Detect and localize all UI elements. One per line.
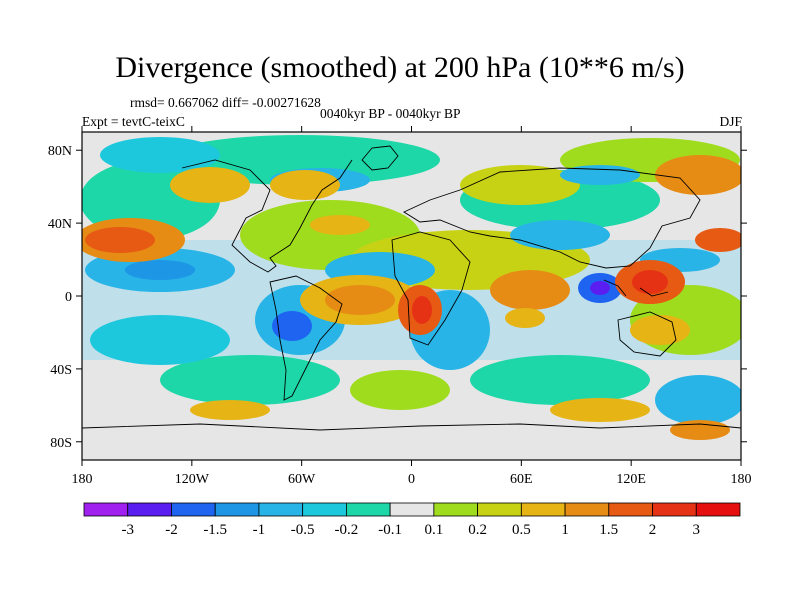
lat-tick-label: 0 — [65, 290, 72, 305]
lat-tick-label: 80N — [48, 144, 72, 159]
lon-tick-label: 60E — [510, 472, 533, 487]
colorbar-label: 0.2 — [468, 522, 487, 538]
lon-tick-label: 180 — [72, 472, 93, 487]
latitude-axis: 80N 40N 0 40S 80S — [48, 144, 747, 451]
colorbar-label: 0.1 — [424, 522, 443, 538]
colorbar-swatch — [345, 502, 391, 517]
colorbar-label: -0.1 — [378, 522, 402, 538]
colorbar-swatch — [171, 502, 216, 517]
colorbar-label: 1.5 — [599, 522, 618, 538]
stats-label: rmsd= 0.667062 diff= -0.00271628 — [130, 95, 321, 110]
colorbar-label: -0.2 — [335, 522, 359, 538]
lat-tick-label: 40S — [50, 363, 72, 378]
colorbar-label: -1.5 — [203, 522, 227, 538]
season-label: DJF — [719, 114, 742, 129]
colorbar-swatch — [652, 502, 697, 517]
lon-tick-label: 60W — [288, 472, 316, 487]
colorbar-swatch — [389, 502, 435, 517]
period-label: 0040kyr BP - 0040kyr BP — [320, 106, 461, 121]
lon-tick-label: 180 — [731, 472, 752, 487]
colorbar-swatch — [83, 502, 129, 517]
longitude-axis: 180 120W 60W 0 60E 120E 180 — [72, 126, 752, 487]
colorbar-swatch — [258, 502, 304, 517]
coastlines — [82, 145, 741, 431]
colorbar-swatch — [520, 502, 566, 517]
lon-tick-label: 120E — [616, 472, 646, 487]
colorbar-label: -0.5 — [291, 522, 315, 538]
experiment-label: Expt = tevtC-teixC — [82, 114, 185, 129]
colorbar-label: -1 — [253, 522, 266, 538]
lon-tick-label: 0 — [408, 472, 415, 487]
map-field — [82, 132, 741, 460]
colorbar-swatch — [214, 502, 260, 517]
colorbar-swatch — [608, 502, 653, 517]
plot-title: Divergence (smoothed) at 200 hPa (10**6 … — [115, 51, 685, 84]
lon-tick-label: 120W — [175, 472, 210, 487]
colorbar-swatch — [695, 502, 741, 517]
colorbar-swatch — [564, 502, 610, 517]
colorbar-label: -2 — [165, 522, 178, 538]
colorbar-label: -3 — [121, 522, 134, 538]
colorbar-label: 2 — [649, 522, 657, 538]
colorbar-swatch — [477, 502, 522, 517]
colorbar-swatch — [433, 502, 479, 517]
colorbar-label: 0.5 — [512, 522, 531, 538]
lat-tick-label: 40N — [48, 217, 72, 232]
lat-tick-label: 80S — [50, 436, 72, 451]
colorbar-label: 3 — [693, 522, 701, 538]
colorbar-label: 1 — [561, 522, 569, 538]
colorbar-swatch — [127, 502, 172, 517]
colorbar: -3 -2 -1.5 -1 -0.5 -0.2 -0.1 0.1 0.2 0.5 1 1.5 2 3 — [83, 502, 741, 538]
colorbar-swatch — [302, 502, 347, 517]
